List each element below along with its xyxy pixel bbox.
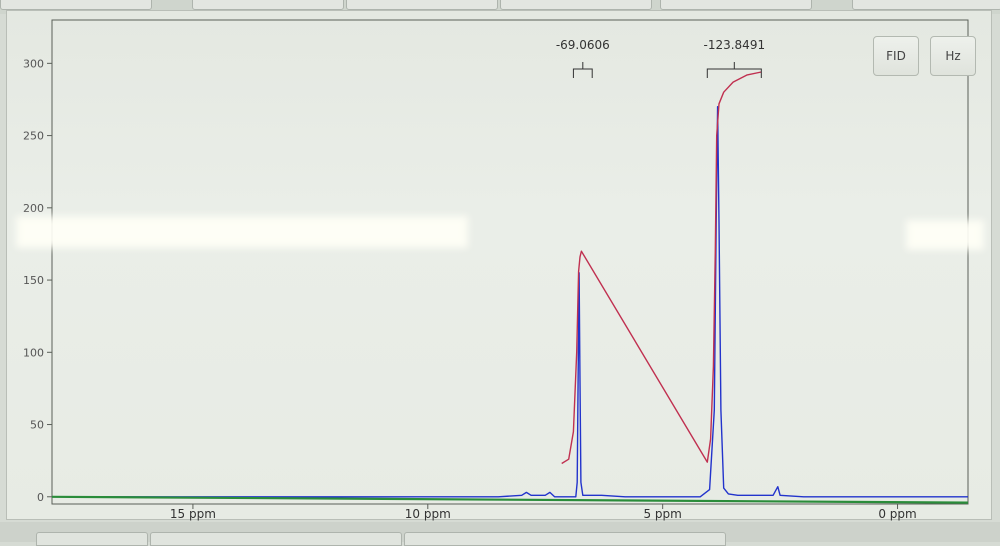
y-tick-label: 250 [23, 130, 44, 143]
y-tick-label: 200 [23, 202, 44, 215]
top-tab[interactable] [852, 0, 1000, 10]
top-tab[interactable] [500, 0, 652, 10]
x-tick-label: 10 ppm [405, 507, 451, 521]
top-tab[interactable] [192, 0, 344, 10]
integral-bracket [706, 62, 762, 78]
integral-bracket [572, 62, 593, 78]
bottom-tab[interactable] [150, 532, 402, 546]
top-tab[interactable] [0, 0, 152, 10]
hz-button[interactable]: Hz [930, 36, 976, 76]
top-tab[interactable] [660, 0, 812, 10]
y-tick-label: 0 [37, 491, 44, 504]
spectrum-line [51, 495, 969, 504]
plot-frame [51, 19, 969, 505]
x-tick-label: 0 ppm [878, 507, 916, 521]
bottom-tab[interactable] [36, 532, 148, 546]
y-tick-label: 300 [23, 57, 44, 70]
bottom-tab[interactable] [404, 532, 726, 546]
y-tick-label: 50 [30, 419, 44, 432]
spectrum-panel [6, 10, 992, 520]
top-tab[interactable] [346, 0, 498, 10]
spectrum-line [52, 106, 968, 498]
y-tick-label: 150 [23, 274, 44, 287]
integral-label: -69.0606 [556, 38, 610, 52]
integral-label: -123.8491 [704, 38, 766, 52]
y-tick-label: 100 [23, 346, 44, 359]
spectrum-line [561, 71, 762, 465]
fid-button[interactable]: FID [873, 36, 919, 76]
x-tick-label: 15 ppm [170, 507, 216, 521]
x-tick-label: 5 ppm [643, 507, 681, 521]
